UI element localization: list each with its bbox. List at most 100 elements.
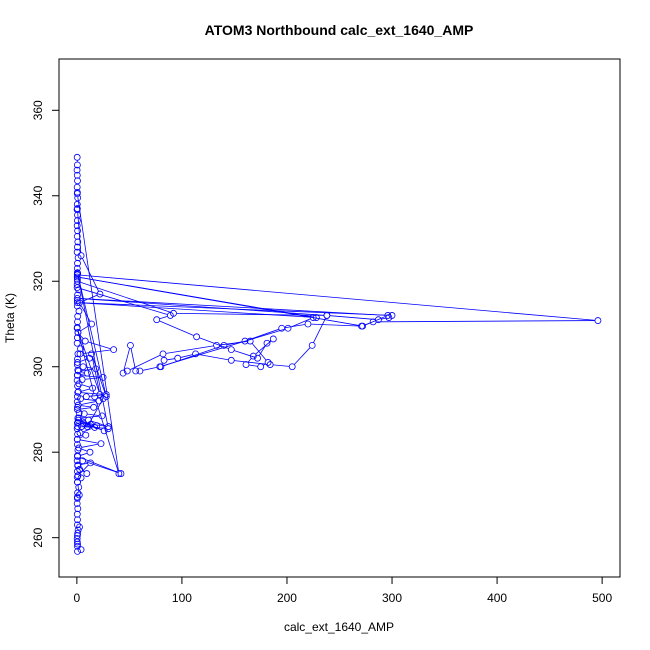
data-point bbox=[73, 532, 81, 539]
series-line-segment bbox=[247, 328, 279, 341]
data-point bbox=[160, 356, 168, 364]
data-point bbox=[99, 374, 107, 381]
data-point bbox=[117, 470, 125, 477]
series-line-segment bbox=[162, 328, 286, 367]
data-point bbox=[266, 361, 274, 368]
data-point bbox=[119, 369, 127, 377]
series-line-segment bbox=[80, 452, 88, 456]
data-point bbox=[304, 320, 312, 328]
series-line-segment bbox=[263, 363, 266, 366]
series-line-segment bbox=[81, 384, 90, 388]
data-point bbox=[323, 312, 331, 319]
data-point bbox=[263, 339, 271, 347]
series-line-segment bbox=[80, 274, 595, 321]
series-line-segment bbox=[80, 463, 88, 465]
data-point bbox=[77, 252, 85, 260]
data-point bbox=[73, 510, 81, 518]
data-point bbox=[241, 337, 249, 345]
data-point bbox=[73, 271, 81, 279]
data-point bbox=[87, 459, 94, 467]
data-point bbox=[74, 453, 81, 460]
data-point bbox=[75, 307, 83, 315]
data-point bbox=[73, 441, 81, 448]
series-line-segment bbox=[258, 345, 266, 356]
series-line-segment bbox=[83, 349, 111, 354]
series-line-segment bbox=[82, 415, 99, 419]
data-point bbox=[75, 491, 83, 499]
data-point bbox=[104, 425, 112, 433]
data-point bbox=[73, 302, 81, 310]
series-line-segment bbox=[77, 196, 119, 471]
data-point bbox=[73, 265, 81, 272]
series-line-segment bbox=[234, 350, 255, 358]
series-line-segment bbox=[77, 331, 95, 394]
series-line-segment bbox=[85, 377, 100, 380]
data-point bbox=[73, 324, 81, 332]
data-point bbox=[74, 416, 82, 424]
series-line-segment bbox=[159, 316, 168, 320]
series-line-segment bbox=[255, 340, 272, 355]
data-point bbox=[73, 171, 81, 179]
series-4 bbox=[73, 284, 317, 377]
data-point bbox=[74, 461, 82, 469]
x-tick-label: 400 bbox=[487, 591, 507, 605]
y-tick-label: 280 bbox=[31, 442, 45, 462]
data-point bbox=[74, 227, 81, 235]
series-line-segment bbox=[81, 371, 85, 373]
data-point bbox=[88, 350, 95, 358]
series-line-segment bbox=[80, 325, 90, 332]
data-point bbox=[73, 277, 81, 285]
series-line-segment bbox=[273, 364, 290, 367]
series-line-segment bbox=[80, 457, 119, 473]
series-line-segment bbox=[91, 356, 100, 392]
data-point bbox=[246, 337, 254, 345]
data-point bbox=[308, 341, 316, 349]
data-point bbox=[81, 337, 89, 345]
series-line-segment bbox=[81, 448, 88, 452]
data-point bbox=[193, 333, 201, 341]
series-6 bbox=[73, 190, 123, 477]
data-point bbox=[74, 312, 82, 320]
series-3 bbox=[73, 271, 602, 371]
data-point bbox=[74, 388, 82, 396]
data-point bbox=[77, 474, 85, 482]
x-tick-label: 100 bbox=[172, 591, 192, 605]
data-point bbox=[74, 329, 82, 336]
data-point bbox=[86, 448, 94, 456]
data-point bbox=[74, 423, 81, 430]
data-point bbox=[74, 547, 81, 555]
series-line-segment bbox=[80, 439, 98, 444]
data-point bbox=[90, 403, 98, 411]
data-point bbox=[76, 465, 83, 473]
series-line-segment bbox=[95, 399, 119, 471]
series-line-segment bbox=[82, 258, 99, 292]
data-point bbox=[74, 401, 82, 409]
series-line-segment bbox=[77, 211, 82, 253]
data-point bbox=[220, 341, 228, 349]
data-point bbox=[74, 291, 81, 299]
series-line-segment bbox=[381, 317, 386, 320]
data-point bbox=[76, 523, 83, 531]
data-point bbox=[110, 346, 118, 354]
data-point bbox=[104, 423, 112, 430]
data-point bbox=[73, 273, 81, 281]
data-point bbox=[312, 314, 320, 321]
data-point bbox=[123, 367, 131, 375]
series-line-segment bbox=[92, 356, 106, 394]
series-line-segment bbox=[376, 320, 595, 323]
data-point bbox=[74, 350, 82, 358]
series-line-segment bbox=[80, 298, 385, 316]
data-point bbox=[384, 312, 392, 319]
data-point bbox=[80, 410, 88, 418]
x-tick-label: 200 bbox=[277, 591, 297, 605]
data-point bbox=[73, 275, 81, 283]
data-point bbox=[388, 312, 396, 319]
data-point bbox=[73, 542, 81, 550]
data-point bbox=[132, 367, 140, 375]
data-point bbox=[74, 177, 81, 185]
data-point bbox=[76, 350, 84, 358]
data-point bbox=[284, 324, 292, 332]
series-5 bbox=[73, 273, 396, 330]
series-line-segment bbox=[82, 354, 87, 358]
series-line-segment bbox=[167, 358, 175, 361]
